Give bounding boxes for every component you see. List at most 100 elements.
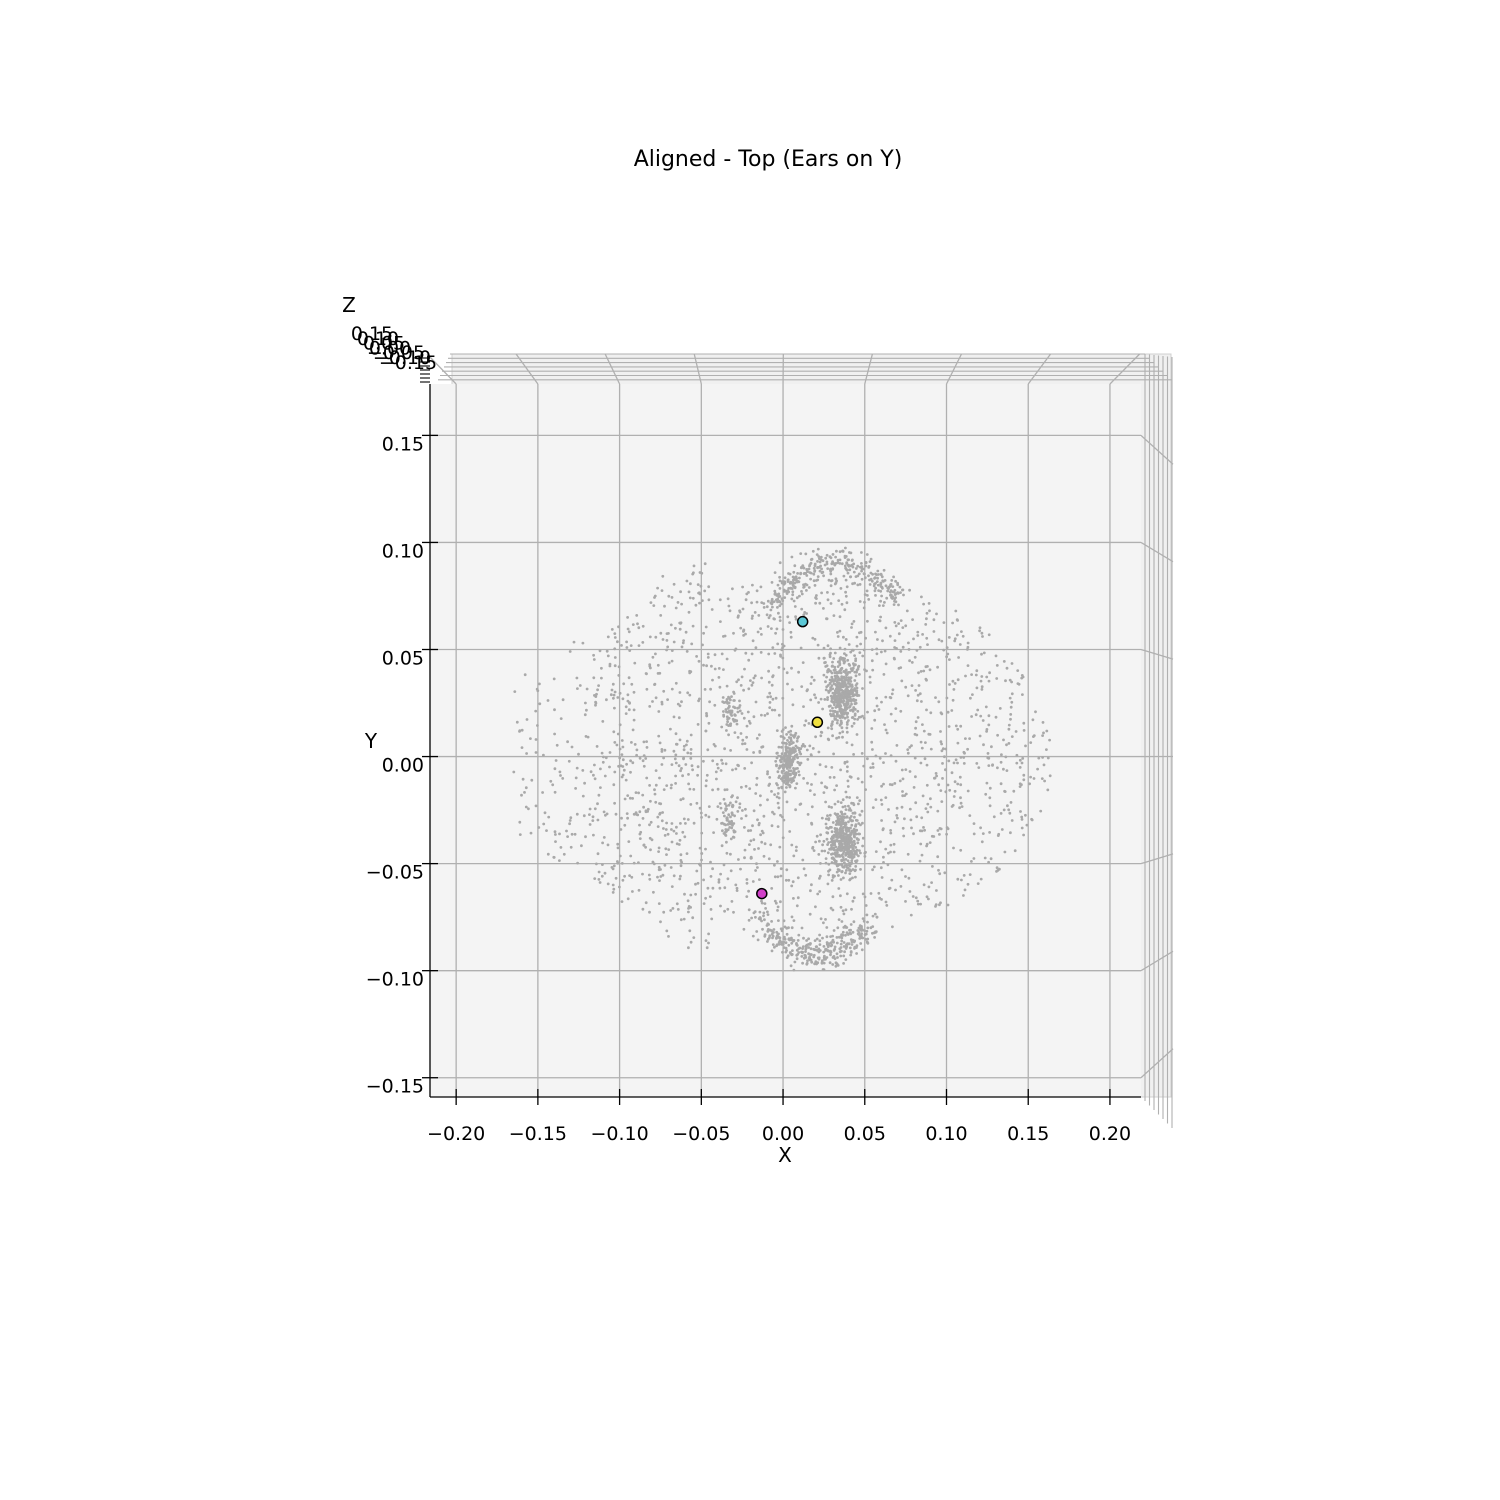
cloud-point — [816, 560, 819, 563]
cloud-point — [591, 815, 595, 819]
cloud-point — [1041, 721, 1045, 724]
cloud-point — [790, 587, 794, 590]
cloud-point — [861, 654, 865, 658]
cloud-point — [852, 896, 856, 900]
cloud-point — [779, 765, 782, 769]
cloud-point — [670, 822, 674, 825]
cloud-point — [735, 889, 739, 892]
cloud-point — [744, 651, 748, 655]
cloud-point — [860, 577, 864, 581]
cloud-point — [741, 607, 745, 611]
cloud-point — [629, 644, 633, 647]
cloud-point — [828, 681, 832, 685]
cloud-point — [860, 948, 864, 952]
cloud-point — [778, 604, 782, 608]
cloud-point — [811, 636, 815, 640]
cloud-point — [839, 843, 843, 847]
cloud-point — [768, 691, 772, 695]
cloud-point — [821, 559, 825, 563]
cloud-point — [824, 957, 827, 961]
cloud-point — [919, 842, 923, 846]
cloud-point — [815, 553, 819, 556]
cloud-point — [941, 762, 944, 765]
cloud-point — [712, 831, 715, 834]
cloud-point — [585, 708, 588, 712]
cloud-point — [856, 837, 859, 841]
landmark-1 — [796, 615, 809, 628]
cloud-point — [987, 714, 991, 718]
cloud-point — [924, 665, 928, 669]
cloud-point — [875, 652, 879, 656]
cloud-point — [945, 655, 948, 659]
cloud-point — [889, 696, 893, 700]
cloud-point — [945, 832, 948, 836]
cloud-point — [826, 882, 830, 886]
y-tick-label: −0.15 — [366, 1076, 424, 1098]
cloud-point — [970, 715, 973, 718]
cloud-point — [623, 874, 626, 878]
cloud-point — [925, 611, 929, 615]
cloud-point — [970, 673, 973, 676]
cloud-point — [822, 656, 826, 660]
cloud-point — [845, 931, 849, 934]
cloud-point — [822, 607, 825, 610]
cloud-point — [773, 863, 776, 867]
cloud-point — [819, 734, 823, 738]
cloud-point — [766, 922, 770, 926]
cloud-point — [825, 935, 829, 939]
cloud-point — [863, 933, 867, 936]
cloud-point — [781, 696, 785, 700]
cloud-point — [853, 670, 857, 674]
cloud-point — [917, 684, 921, 687]
cloud-point — [894, 596, 897, 599]
cloud-point — [879, 582, 883, 586]
cloud-point — [732, 822, 736, 825]
cloud-point — [575, 766, 579, 770]
cloud-point — [812, 579, 816, 583]
x-grid-depth — [1109, 353, 1141, 385]
cloud-point — [785, 671, 789, 675]
cloud-point — [979, 714, 983, 718]
cloud-point — [906, 748, 910, 751]
cloud-point — [678, 838, 682, 842]
cloud-point — [742, 634, 745, 637]
cloud-point — [814, 596, 817, 600]
cloud-point — [932, 618, 936, 622]
cloud-point — [831, 895, 835, 899]
cloud-point — [672, 749, 676, 753]
cloud-point — [596, 688, 599, 692]
cloud-point — [674, 753, 678, 757]
cloud-point — [819, 564, 822, 568]
cloud-point — [713, 653, 717, 657]
cloud-point — [900, 868, 904, 872]
cloud-point — [837, 694, 841, 698]
cloud-point — [1019, 810, 1022, 813]
cloud-point — [762, 914, 765, 918]
cloud-point — [776, 792, 780, 795]
cloud-point — [853, 869, 857, 873]
cloud-point — [1029, 741, 1033, 744]
cloud-point — [679, 822, 682, 825]
cloud-point — [833, 563, 837, 567]
cloud-point — [831, 734, 834, 738]
cloud-point — [835, 952, 839, 956]
landmark-2 — [811, 716, 824, 729]
cloud-point — [803, 572, 806, 575]
cloud-point — [909, 913, 913, 917]
cloud-point — [761, 927, 764, 931]
cloud-point — [864, 636, 867, 640]
cloud-point — [759, 794, 762, 798]
cloud-point — [851, 666, 855, 670]
cloud-point — [938, 827, 942, 830]
cloud-point — [896, 583, 900, 587]
cloud-point — [726, 877, 730, 881]
cloud-point — [882, 761, 885, 764]
cloud-point — [969, 696, 972, 700]
cloud-point — [725, 816, 729, 819]
cloud-point — [839, 768, 842, 772]
cloud-point — [801, 947, 804, 950]
cloud-point — [853, 939, 856, 943]
cloud-point — [732, 910, 735, 914]
cloud-point — [861, 687, 864, 690]
cloud-point — [830, 852, 833, 856]
